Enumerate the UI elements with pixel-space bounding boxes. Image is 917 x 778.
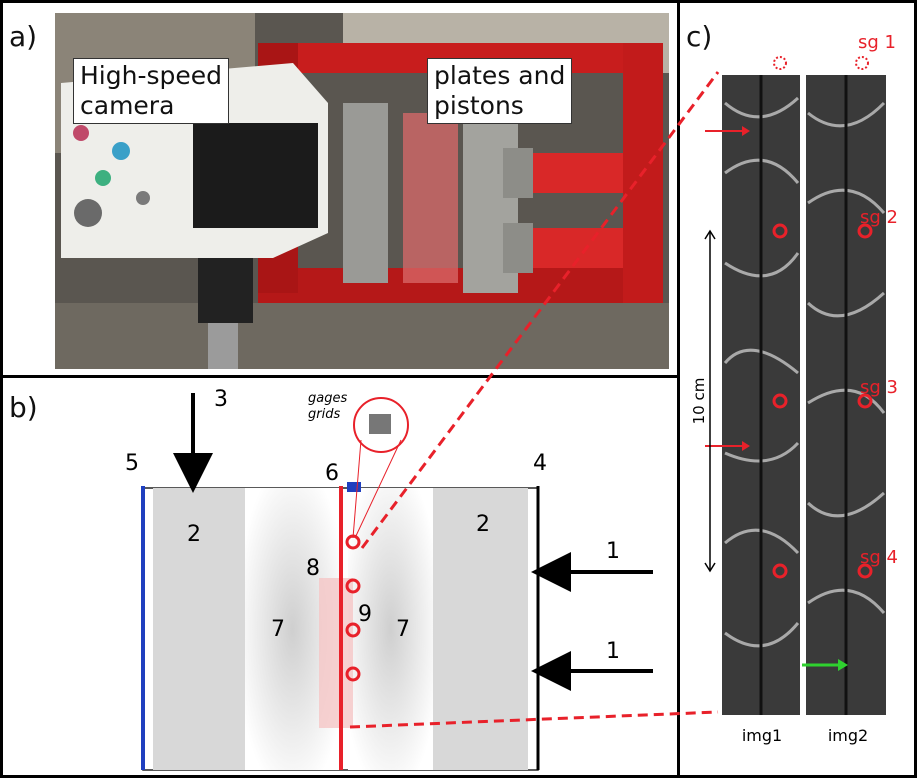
plate-shading-right	[348, 488, 433, 770]
inset-leader-left	[352, 439, 362, 539]
photoelastic-svg: 10 cm img1 img2 sg 1 sg 2 sg 3 sg 4	[690, 32, 898, 745]
sg-marker-img2-2	[857, 223, 873, 239]
panel-b-schematic: 5 3 6 4 2 2 7 7 8 9 1 1 gages grids b)	[0, 375, 680, 778]
panel-c-label: c)	[686, 20, 713, 53]
label-2-right: 2	[476, 512, 490, 537]
img2-label: img2	[828, 726, 868, 745]
label-1-top: 1	[606, 539, 620, 564]
label-3: 3	[214, 387, 228, 412]
label-1-bottom: 1	[606, 639, 620, 664]
sg-marker-img1-3	[772, 393, 788, 409]
gage-grid-icon	[369, 414, 391, 434]
sg-marker-img1-4	[772, 563, 788, 579]
plates-label: plates and pistons	[427, 58, 573, 124]
sg3-label: sg 3	[860, 377, 898, 398]
camera-label: High-speed camera	[73, 58, 230, 124]
sg-marker-img2-1	[855, 56, 869, 70]
panel-a-label: a)	[9, 20, 38, 53]
sg-marker-img2-3	[857, 393, 873, 409]
label-4: 4	[533, 451, 547, 476]
gage-circle-3	[345, 622, 361, 638]
sg-marker-img2-4	[857, 563, 873, 579]
schematic-svg: 5 3 6 4 2 2 7 7 8 9 1 1 gages grids	[125, 387, 653, 771]
sg2-label: sg 2	[860, 207, 898, 228]
label-6: 6	[325, 461, 339, 486]
label-7-right: 7	[396, 617, 410, 642]
label-7-left: 7	[271, 617, 285, 642]
camera-label-line2: camera	[80, 91, 175, 120]
label-9: 9	[358, 602, 372, 627]
panel-c-images: 10 cm img1 img2 sg 1 sg 2 sg 3 sg 4 c)	[677, 0, 917, 778]
blue-marker	[347, 482, 361, 492]
sg-marker-img1-2	[772, 223, 788, 239]
label-5: 5	[125, 451, 139, 476]
camera-label-line1: High-speed	[80, 61, 223, 90]
sg1-label: sg 1	[858, 32, 896, 53]
plates-label-line2: pistons	[434, 91, 524, 120]
panel-b-label: b)	[9, 391, 38, 424]
sg4-label: sg 4	[860, 547, 898, 568]
gage-circle-2	[345, 578, 361, 594]
inset-label-grids: grids	[308, 407, 340, 422]
label-2-left: 2	[187, 522, 201, 547]
plates-label-line1: plates and	[434, 61, 566, 90]
img1-label: img1	[742, 726, 782, 745]
inset-label-gages: gages	[308, 391, 347, 406]
gage-circle-4	[345, 666, 361, 682]
fault-zone	[319, 578, 353, 728]
label-8: 8	[306, 556, 320, 581]
panel-a-photo: a) High-speed camera plates and pistons	[0, 0, 680, 378]
side-block-left	[153, 488, 245, 770]
sg-marker-img1-1	[773, 56, 787, 70]
scale-bar-label: 10 cm	[690, 378, 708, 425]
